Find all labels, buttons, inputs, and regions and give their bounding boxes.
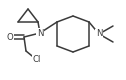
Text: N: N bbox=[37, 28, 43, 38]
Text: N: N bbox=[96, 30, 102, 38]
Text: Cl: Cl bbox=[33, 56, 41, 64]
Text: O: O bbox=[7, 32, 13, 42]
